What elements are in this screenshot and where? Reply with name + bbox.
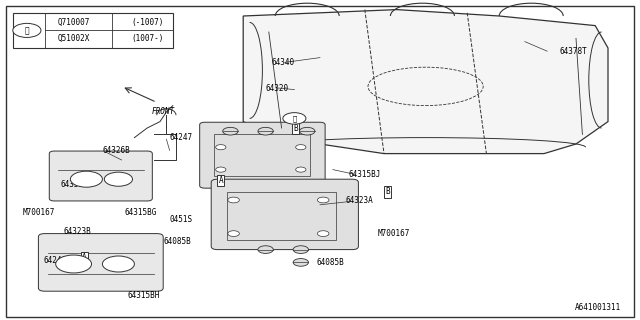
Text: 64315BG: 64315BG (125, 208, 157, 217)
Text: 64355P: 64355P (61, 180, 88, 188)
Text: (-1007): (-1007) (131, 18, 163, 27)
Text: A641001311: A641001311 (575, 303, 621, 312)
FancyBboxPatch shape (211, 179, 358, 250)
Text: B: B (293, 124, 298, 132)
Text: 0451S: 0451S (170, 215, 193, 224)
Circle shape (317, 197, 329, 203)
Circle shape (216, 167, 226, 172)
Circle shape (283, 113, 306, 124)
Text: (1007-): (1007-) (131, 34, 163, 43)
Circle shape (258, 246, 273, 253)
Text: 64247: 64247 (170, 133, 193, 142)
Text: Q51002X: Q51002X (58, 34, 90, 43)
Text: ①: ① (292, 115, 296, 122)
Text: 64085B: 64085B (163, 237, 191, 246)
Text: FRONT: FRONT (152, 107, 175, 116)
Circle shape (293, 246, 308, 253)
Circle shape (296, 167, 306, 172)
Text: 64326B: 64326B (102, 146, 130, 155)
Bar (227, 192, 336, 240)
Circle shape (317, 231, 329, 236)
Circle shape (56, 255, 92, 273)
Polygon shape (243, 10, 608, 154)
Text: M700167: M700167 (22, 208, 55, 217)
Text: 64340: 64340 (272, 58, 295, 67)
Circle shape (258, 127, 273, 135)
Circle shape (296, 145, 306, 150)
Text: 64320: 64320 (266, 84, 289, 92)
FancyBboxPatch shape (49, 151, 152, 201)
Circle shape (293, 259, 308, 266)
FancyBboxPatch shape (200, 122, 325, 188)
Text: A: A (82, 253, 87, 262)
Circle shape (300, 127, 315, 135)
Text: 64378T: 64378T (560, 47, 588, 56)
Circle shape (228, 231, 239, 236)
Text: B: B (385, 188, 390, 196)
Text: 64085B: 64085B (317, 258, 344, 267)
Bar (214, 134, 310, 176)
Text: A: A (218, 176, 223, 185)
Text: 64323B: 64323B (64, 228, 92, 236)
Circle shape (104, 172, 132, 186)
Circle shape (216, 145, 226, 150)
Circle shape (102, 256, 134, 272)
Text: ①: ① (24, 26, 29, 35)
Text: 64323A: 64323A (346, 196, 373, 204)
Bar (13, 13, 173, 48)
Text: M700167: M700167 (378, 229, 410, 238)
Circle shape (223, 127, 238, 135)
Text: 64315BH: 64315BH (128, 292, 161, 300)
Circle shape (13, 23, 41, 37)
Text: 64315BJ: 64315BJ (349, 170, 381, 179)
FancyBboxPatch shape (38, 234, 163, 291)
Circle shape (70, 171, 102, 187)
Text: Q710007: Q710007 (58, 18, 90, 27)
Circle shape (228, 197, 239, 203)
Text: 64246: 64246 (44, 256, 67, 265)
